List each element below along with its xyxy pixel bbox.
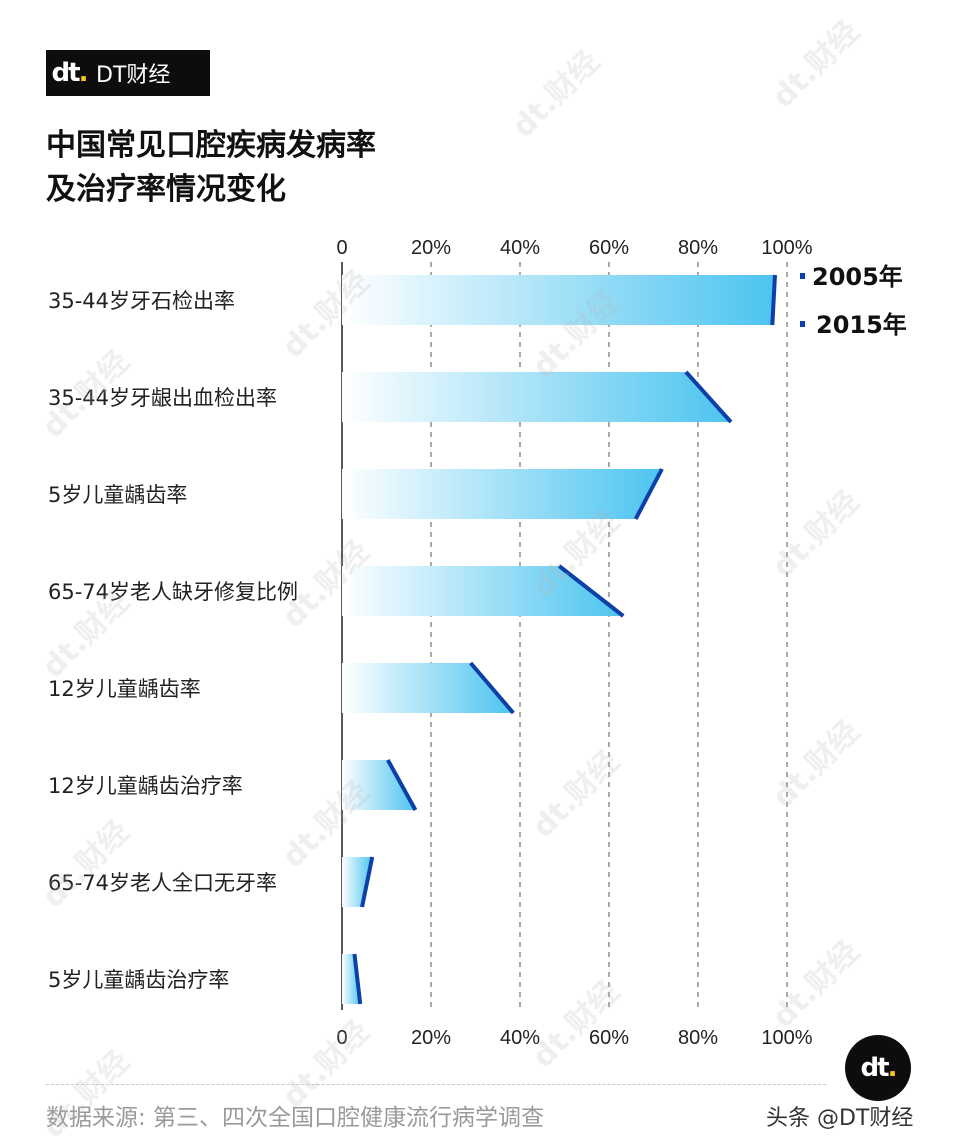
tick-label-top-100: 100% [761,237,812,259]
category-label-0: 35-44岁牙石检出率 [48,289,235,313]
tick-label-bottom-40: 40% [500,1027,540,1049]
bar-5 [342,760,416,810]
bar-1 [342,372,731,422]
logo-text: DT财经 [96,63,171,88]
change-line-1 [684,370,733,424]
credit-text: 头条 @DT财经 [766,1106,914,1131]
bar-3 [342,566,624,616]
legend-marker-2005 [800,273,805,279]
tick-label-top-80: 80% [678,237,718,259]
change-line-0 [770,274,777,326]
tick-label-bottom-60: 60% [589,1027,629,1049]
category-label-7: 5岁儿童龋齿治疗率 [48,968,229,992]
tick-label-top-0: 0 [336,237,347,259]
title-line-1: 中国常见口腔疾病发病率 [46,128,376,163]
tick-label-bottom-100: 100% [761,1027,812,1049]
tick-label-bottom-20: 20% [411,1027,451,1049]
change-line-6 [360,856,375,908]
footer-divider [46,1084,826,1085]
tick-label-top-20: 20% [411,237,451,259]
legend-label-2015: 2015年 [816,311,907,339]
tick-label-bottom-0: 0 [336,1027,347,1049]
tick-label-bottom-80: 80% [678,1027,718,1049]
category-label-2: 5岁儿童龋齿率 [48,483,187,507]
change-line-3 [557,564,625,618]
category-label-5: 12岁儿童龋齿治疗率 [48,774,243,798]
legend-marker-2015 [800,321,805,327]
change-line-4 [469,661,515,715]
bar-6 [342,857,373,907]
change-line-2 [633,468,664,520]
bar-2 [342,469,662,519]
category-label-4: 12岁儿童龋齿率 [48,677,201,701]
category-label-3: 65-74岁老人缺牙修复比例 [48,580,298,604]
change-line-7 [352,953,363,1005]
dt-logo-icon: dt. [51,58,89,88]
tick-label-top-40: 40% [500,237,540,259]
tick-label-top-60: 60% [589,237,629,259]
category-label-6: 65-74岁老人全口无牙率 [48,871,277,895]
category-label-1: 35-44岁牙龈出血检出率 [48,386,277,410]
chart-title: 中国常见口腔疾病发病率 及治疗率情况变化 [46,124,376,212]
bar-0 [342,275,775,325]
bar-4 [342,663,514,713]
title-line-2: 及治疗率情况变化 [46,172,286,207]
change-line-5 [386,759,418,811]
dt-badge-icon: dt. [845,1035,911,1101]
brand-logo: dt. DT财经 [46,50,210,96]
data-source: 数据来源: 第三、四次全国口腔健康流行病学调查 [46,1105,545,1131]
legend-label-2005: 2005年 [812,263,903,291]
bar-chart: 0 0 20% 20% 40% 40% 60% 60% 80% 80% 100% 100% 35-44岁… [48,237,907,1049]
